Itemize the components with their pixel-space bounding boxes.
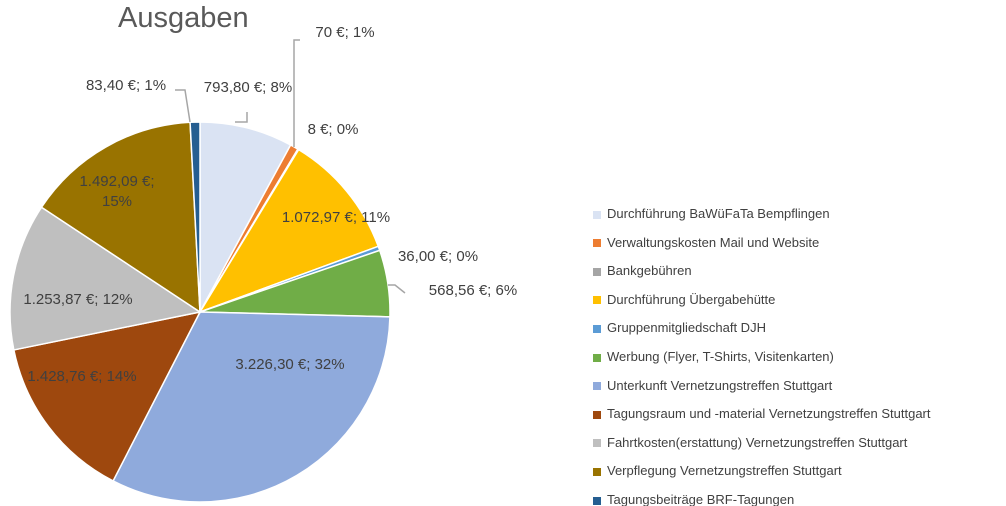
leader-line [388,284,406,294]
legend-label: Verwaltungskosten Mail und Website [607,234,820,250]
legend-swatch [593,410,601,419]
legend-label: Werbung (Flyer, T-Shirts, Visitenkarten) [607,349,834,364]
legend-entry: Durchführung Übergabehütte [593,292,775,307]
legend-entry: Verwaltungskosten Mail und Website [593,235,819,250]
pie-slice [9,206,202,351]
legend-label: Tagungsraum und -material Vernetzungstre… [607,406,931,422]
legend-swatch [593,382,601,391]
leader-line [293,39,300,147]
pie-slice [12,310,202,482]
legend-entry: Bankgebühren [593,263,692,278]
data-label: 70 €; 1% [315,24,375,41]
data-label: 36,00 €; 0% [397,248,479,265]
data-label: 568,56 €; 6% [428,282,518,299]
pie-slice [198,148,380,314]
legend-entry: Tagungsraum und -material Vernetzungstre… [593,406,931,421]
data-label: 1.072,97 €; 11% [281,209,391,226]
leader-line [175,89,191,123]
chart-title: Ausgaben [118,2,249,34]
legend-swatch [593,439,601,448]
legend-label: Fahrtkosten(erstattung) Vernetzungstreff… [607,434,908,450]
legend-entry: Werbung (Flyer, T-Shirts, Visitenkarten) [593,349,834,364]
pie-slice [199,121,292,313]
legend-label: Tagungsbeiträge BRF-Tagungen [607,492,795,506]
legend-entry: Gruppenmitgliedschaft DJH [593,320,766,335]
legend-entry: Tagungsbeiträge BRF-Tagungen [593,492,794,506]
legend-swatch [593,353,601,362]
legend-entry: Unterkunft Vernetzungstreffen Stuttgart [593,378,832,393]
data-label: 1.253,87 €; 12% [23,291,133,308]
data-label: 3.226,30 €; 32% [235,356,345,373]
data-label: 793,80 €; 8% [203,79,293,96]
legend-swatch [593,210,601,219]
legend-label: Gruppenmitgliedschaft DJH [607,320,766,336]
pie-slice [189,121,201,313]
legend-swatch [593,296,601,305]
data-label: 8 €; 0% [307,121,359,138]
data-label: 1.428,76 €; 14% [27,368,137,385]
legend-label: Verpflegung Vernetzungstreffen Stuttgart [607,463,842,479]
legend-label: Bankgebühren [607,263,692,279]
data-label: 83,40 €; 1% [85,77,167,94]
pie-slice [40,121,201,314]
data-label: 1.492,09 €; 15% [79,173,155,210]
legend-label: Durchführung Übergabehütte [607,291,776,307]
legend-swatch [593,239,601,248]
legend-entry: Durchführung BaWüFaTa Bempflingen [593,206,830,221]
legend-label: Unterkunft Vernetzungstreffen Stuttgart [607,377,833,393]
legend-swatch [593,467,601,476]
legend-swatch [593,324,601,333]
pie-slice [112,311,391,503]
legend-entry: Verpflegung Vernetzungstreffen Stuttgart [593,463,842,478]
leader-line [235,112,248,123]
legend-entry: Fahrtkosten(erstattung) Vernetzungstreff… [593,435,907,450]
legend-label: Durchführung BaWüFaTa Bempflingen [607,206,830,221]
legend-swatch [593,267,601,276]
legend-swatch [593,496,601,505]
